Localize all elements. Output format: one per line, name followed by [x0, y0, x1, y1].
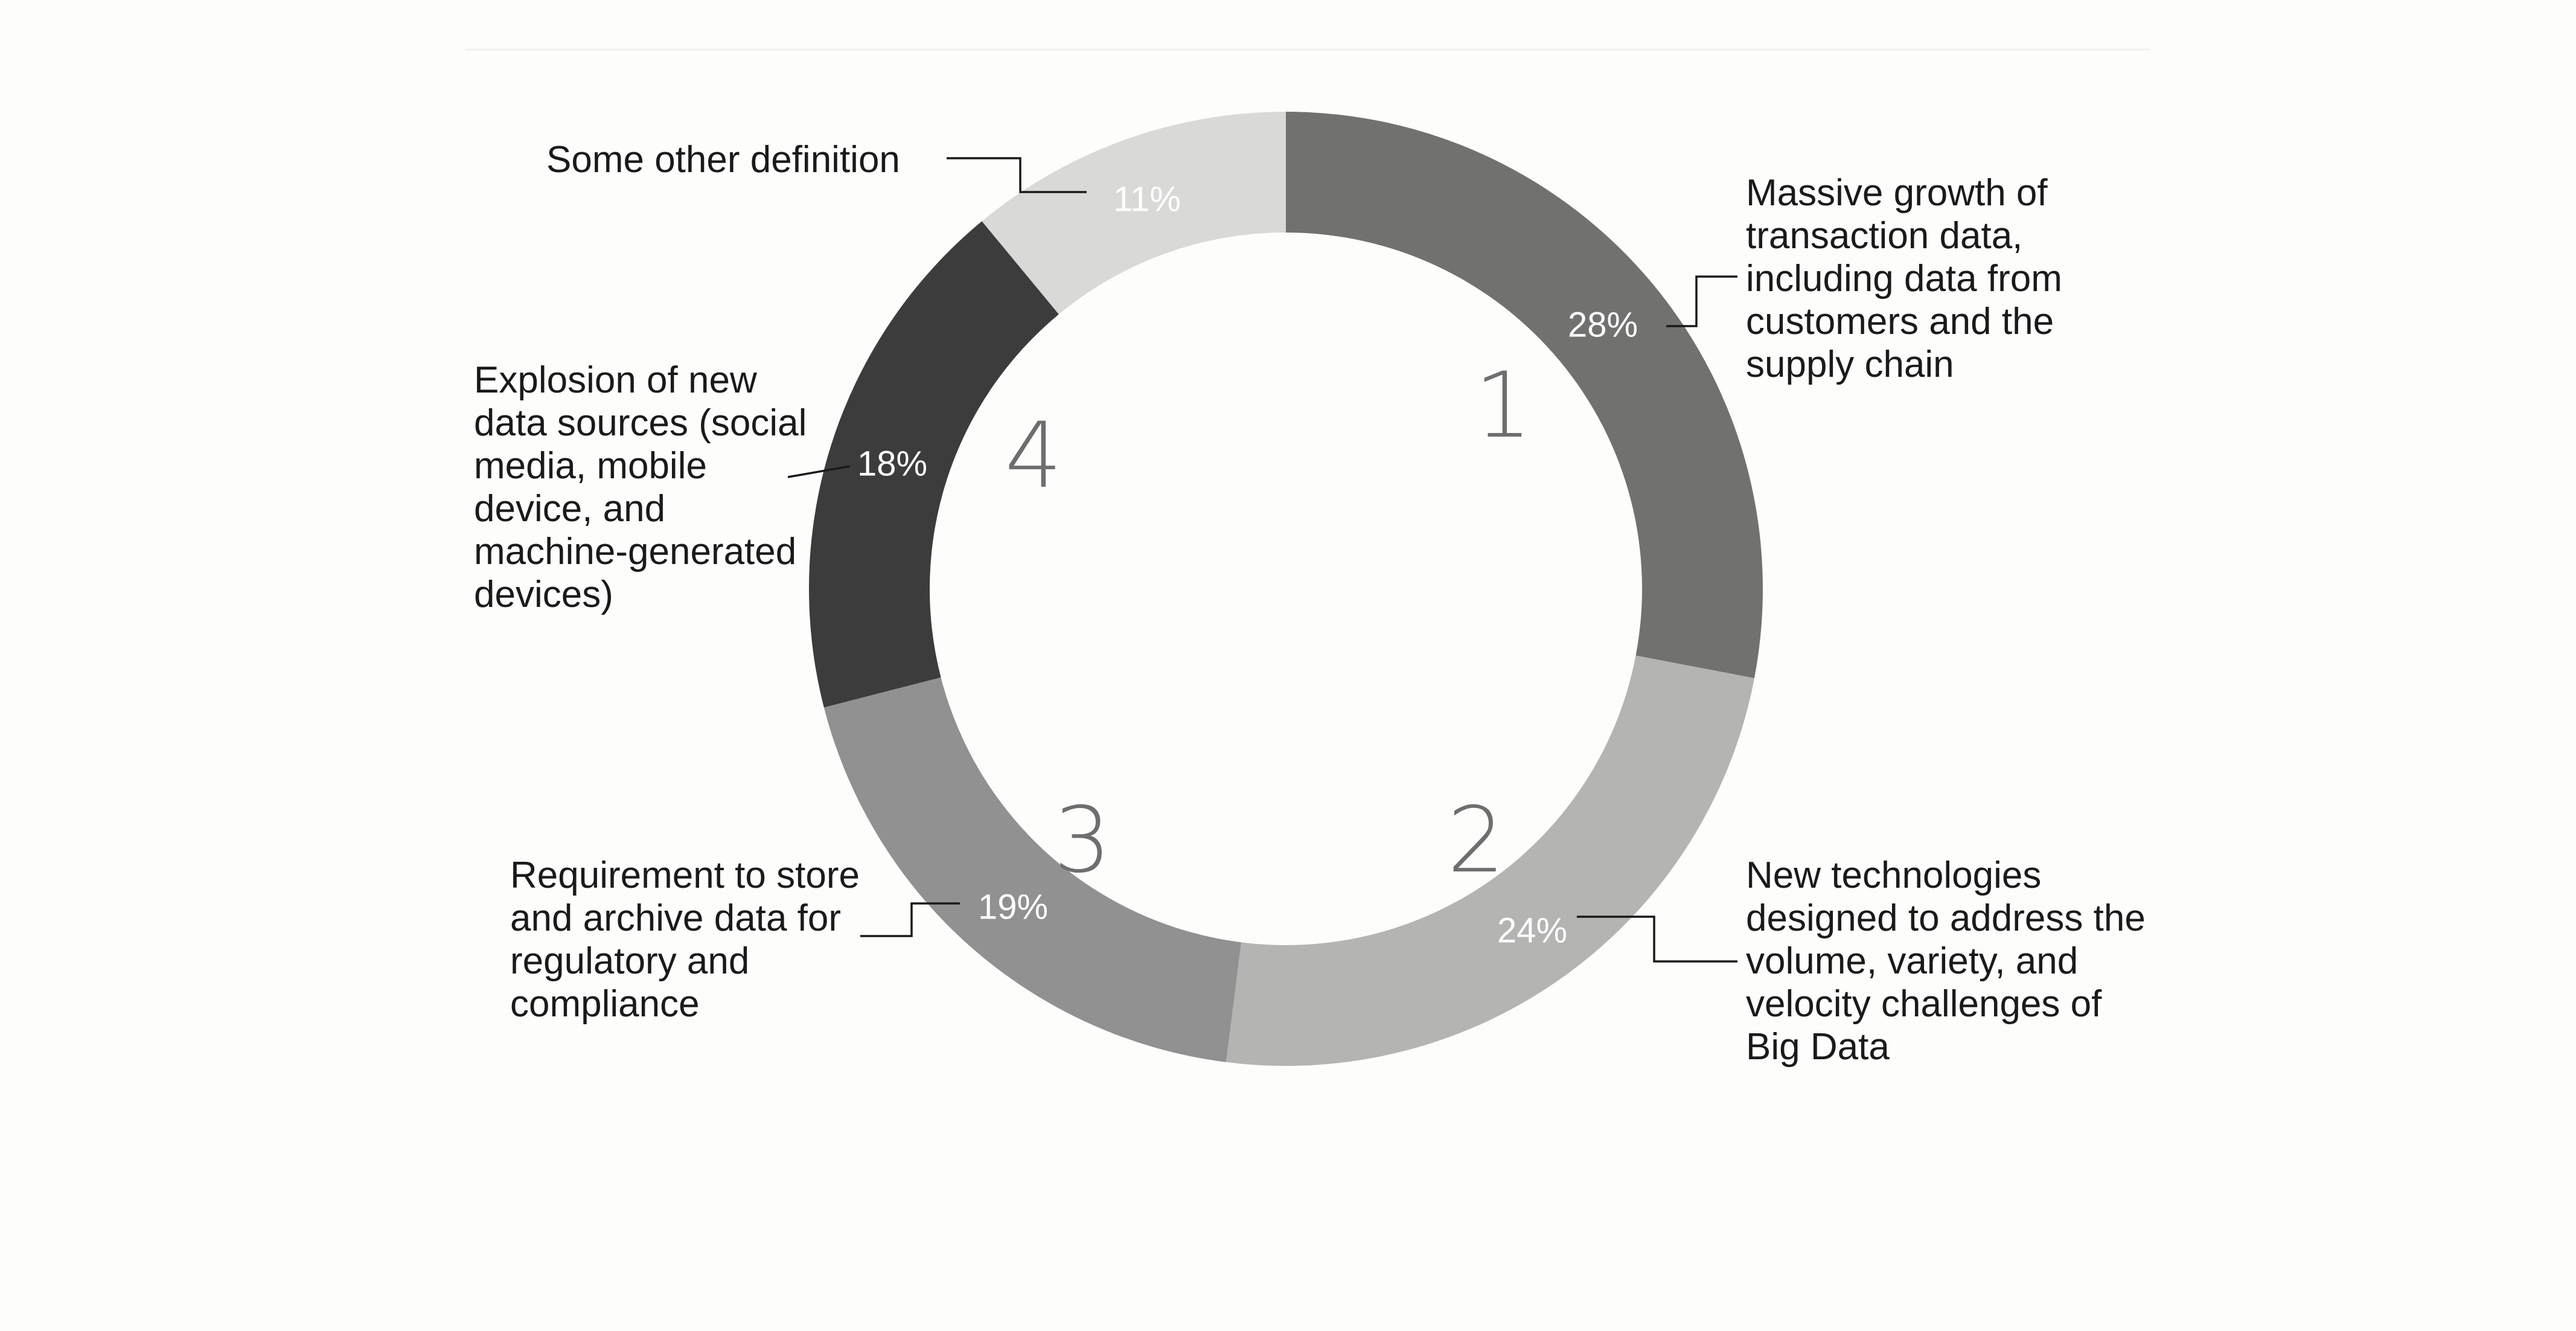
category-label-2-line-4: velocity challenges of — [1746, 983, 2102, 1025]
category-label-2-line-1: New technologies — [1746, 855, 2041, 896]
leader-line-2 — [1577, 916, 1737, 963]
category-label-5: Some other definition — [546, 139, 900, 181]
category-label-5-line-1: Some other definition — [546, 139, 900, 181]
slice-2 — [1226, 655, 1755, 1066]
category-label-1-line-1: Massive growth of — [1746, 172, 2048, 214]
value-label-4: 18% — [857, 444, 927, 484]
value-label-3: 19% — [978, 888, 1048, 927]
rank-label-4: 4 — [1005, 403, 1062, 508]
category-label-4-line-1: Explosion of new — [474, 359, 757, 401]
rank-labels: 1 2 3 4 — [1005, 353, 1532, 893]
category-label-3-line-4: compliance — [510, 983, 700, 1025]
category-label-2-line-5: Big Data — [1746, 1026, 1890, 1068]
leader-line-1 — [1666, 275, 1737, 327]
category-label-1-line-2: transaction data, — [1746, 215, 2022, 257]
category-label-1-line-4: customers and the — [1746, 301, 2054, 342]
slice-3 — [823, 677, 1242, 1062]
value-label-1: 28% — [1568, 306, 1638, 345]
rank-label-1: 1 — [1474, 353, 1532, 458]
donut-slices — [808, 112, 1763, 1066]
rank-label-2: 2 — [1447, 788, 1504, 893]
leader-line-4 — [787, 465, 851, 478]
category-label-4-line-3: media, mobile — [474, 445, 707, 487]
category-label-4-line-6: devices) — [474, 574, 613, 615]
value-label-5: 11% — [1113, 180, 1181, 219]
rank-label-3: 3 — [1053, 788, 1111, 893]
category-label-2-line-3: volume, variety, and — [1746, 940, 2078, 982]
category-label-2-line-2: designed to address the — [1746, 897, 2146, 939]
category-label-1-line-3: including data from — [1746, 258, 2062, 300]
slice-1 — [1286, 112, 1763, 679]
category-label-3-line-1: Requirement to store — [510, 855, 860, 896]
slice-5 — [982, 112, 1286, 315]
category-label-4-line-2: data sources (social — [474, 402, 807, 444]
category-label-3-line-2: and archive data for — [510, 897, 841, 939]
category-label-4-line-4: device, and — [474, 488, 665, 530]
value-labels: 28% 24% 19% 18% 11% — [857, 180, 1638, 951]
category-label-4-line-5: machine-generated — [474, 531, 796, 572]
value-label-2: 24% — [1497, 911, 1567, 951]
slice-4 — [808, 221, 1059, 708]
leader-line-3 — [860, 902, 960, 937]
category-label-3-line-3: regulatory and — [510, 940, 749, 982]
leader-line-5 — [947, 157, 1087, 193]
leader-lines — [787, 157, 1737, 963]
category-label-1-line-5: supply chain — [1746, 344, 1954, 385]
